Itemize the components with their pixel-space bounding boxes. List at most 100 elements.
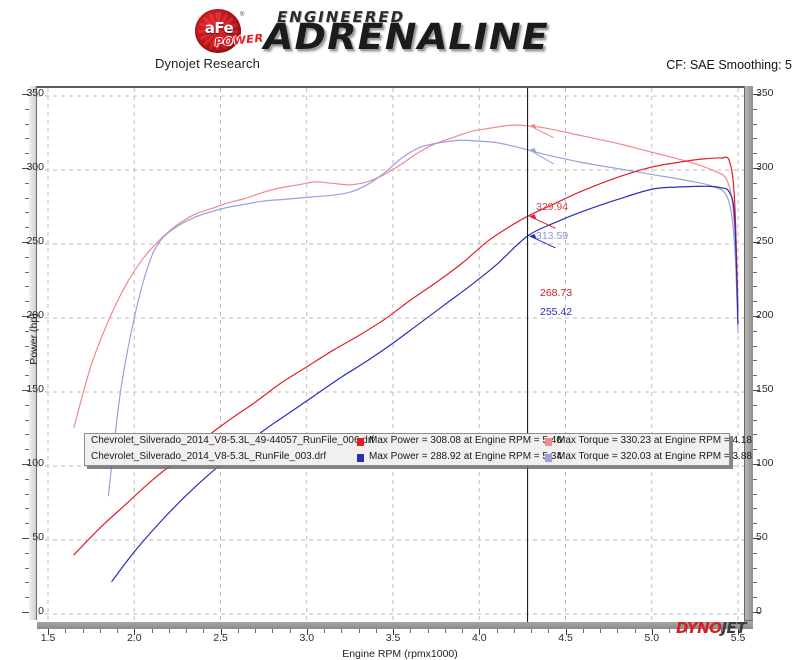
x-minor-tick <box>151 629 153 633</box>
x-minor-tick <box>634 629 636 633</box>
y-tick-mark-left <box>22 242 29 243</box>
x-minor-tick <box>582 629 584 633</box>
y-minor-tick-left <box>25 478 29 480</box>
brand-lockup: aFe POWER ® ENGINEERED ADRENALINE <box>193 6 613 58</box>
y-minor-tick-left <box>25 375 29 377</box>
x-minor-tick <box>531 629 532 633</box>
legend-row[interactable]: Chevrolet_Silverado_2014_V8-5.3L_RunFile… <box>85 451 752 466</box>
y-minor-tick-right <box>753 301 757 303</box>
legend-max-power: Max Power = 288.92 at Engine RPM = 5.34 <box>369 451 562 462</box>
x-minor-tick <box>255 629 256 633</box>
y-tick-label-left: 150 <box>26 383 44 395</box>
y-tick-mark-right <box>753 390 760 391</box>
y-minor-tick-right <box>753 212 757 214</box>
cursor-readout-value: 329.94 <box>536 201 569 213</box>
y-tick-label-right: 100 <box>756 457 774 469</box>
x-minor-tick <box>548 629 550 633</box>
y-minor-tick-right <box>753 404 757 406</box>
legend-power-swatch-run1 <box>357 438 364 446</box>
afe-power-logo-icon: aFe POWER ® <box>193 8 265 54</box>
y-minor-tick-right <box>753 286 757 288</box>
y-tick-label-left: 300 <box>26 161 44 173</box>
y-tick-mark-right <box>753 168 760 169</box>
run-legend[interactable]: Chevrolet_Silverado_2014_V8-5.3L_49-4405… <box>84 433 752 466</box>
y-minor-tick-left <box>25 301 29 303</box>
y-minor-tick-left <box>25 419 29 421</box>
y-tick-label-right: 300 <box>756 161 774 173</box>
y-tick-label-left: 200 <box>26 309 44 321</box>
y-minor-tick-left <box>25 271 29 273</box>
y-minor-tick-right <box>753 552 757 554</box>
x-tick-label: 3.5 <box>385 632 401 644</box>
y-minor-tick-left <box>25 434 29 436</box>
legend-file-name: Chevrolet_Silverado_2014_V8-5.3L_RunFile… <box>91 451 327 462</box>
y-minor-tick-left <box>25 197 29 199</box>
dynojet-research-subtitle: Dynojet Research <box>155 56 260 71</box>
y-minor-tick-right <box>753 345 757 347</box>
x-minor-tick <box>341 629 343 633</box>
y-minor-tick-right <box>753 123 757 125</box>
y-minor-tick-right <box>753 197 757 199</box>
y-tick-mark-left <box>22 94 29 95</box>
y-minor-tick-left <box>25 138 29 140</box>
x-minor-tick <box>358 629 360 633</box>
y-minor-tick-left <box>25 567 29 569</box>
x-minor-tick <box>99 629 101 633</box>
dynojet-watermark-logo: DYNOJET <box>676 621 747 636</box>
y-tick-label-right: 50 <box>756 531 768 543</box>
x-tick-label: 4.5 <box>558 632 573 644</box>
y-minor-tick-left <box>25 360 29 362</box>
y-minor-tick-right <box>753 108 757 110</box>
y-minor-tick-left <box>25 123 29 125</box>
cursor-readout-value: 268.73 <box>540 287 573 299</box>
x-minor-tick <box>427 629 429 633</box>
y-minor-tick-left <box>25 256 29 258</box>
legend-file-name: Chevrolet_Silverado_2014_V8-5.3L_49-4405… <box>91 435 374 446</box>
adrenaline-title: ADRENALINE <box>259 17 553 58</box>
legend-max-torque: Max Torque = 330.23 at Engine RPM = 4.18 <box>557 435 752 446</box>
y-tick-label-right: 0 <box>756 605 762 617</box>
y-minor-tick-left <box>25 523 29 525</box>
correction-factor-label: CF: SAE Smoothing: 5 <box>666 58 792 72</box>
y-minor-tick-right <box>753 493 757 495</box>
y-minor-tick-right <box>753 434 757 436</box>
legend-row[interactable]: Chevrolet_Silverado_2014_V8-5.3L_49-4405… <box>85 435 752 450</box>
y-tick-label-left: 0 <box>38 605 44 617</box>
x-minor-tick <box>82 629 84 633</box>
page-header: aFe POWER ® ENGINEERED ADRENALINE Dynoje… <box>0 0 800 78</box>
x-tick-label: 2.0 <box>126 632 142 644</box>
x-minor-tick <box>272 629 274 633</box>
x-tick-label: 5.0 <box>644 632 660 644</box>
y-minor-tick-left <box>25 404 29 406</box>
x-minor-tick <box>203 629 205 633</box>
y-minor-tick-left <box>25 345 29 347</box>
y-minor-tick-right <box>753 138 757 140</box>
y-minor-tick-right <box>753 153 757 155</box>
x-tick-label: 1.5 <box>40 632 56 644</box>
y-tick-mark-left <box>22 168 29 169</box>
cursor-readout-value: 255.42 <box>540 306 573 318</box>
y-minor-tick-right <box>753 523 757 525</box>
y-axis-right-bar <box>744 86 753 620</box>
y-minor-tick-right <box>753 478 757 480</box>
x-tick-label: 4.0 <box>471 632 487 644</box>
y-minor-tick-right <box>753 419 757 421</box>
x-tick-label: 3.0 <box>299 632 315 644</box>
y-tick-mark-left <box>22 538 29 539</box>
y-tick-label-left: 350 <box>26 87 44 99</box>
plot-inner <box>37 88 744 622</box>
y-minor-tick-right <box>753 227 757 229</box>
y-tick-label-right: 350 <box>756 87 774 99</box>
x-minor-tick <box>617 629 619 633</box>
y-minor-tick-left <box>25 582 29 584</box>
legend-torque-swatch-run1 <box>545 438 552 446</box>
x-minor-tick <box>168 629 170 633</box>
y-tick-label-left: 100 <box>26 457 44 469</box>
y-tick-mark-right <box>753 316 760 317</box>
afe-logo-text: aFe <box>204 19 234 37</box>
legend-torque-swatch-run2 <box>545 454 552 462</box>
y-minor-tick-left <box>25 212 29 214</box>
y-minor-tick-left <box>25 552 29 554</box>
y-minor-tick-right <box>753 182 757 184</box>
